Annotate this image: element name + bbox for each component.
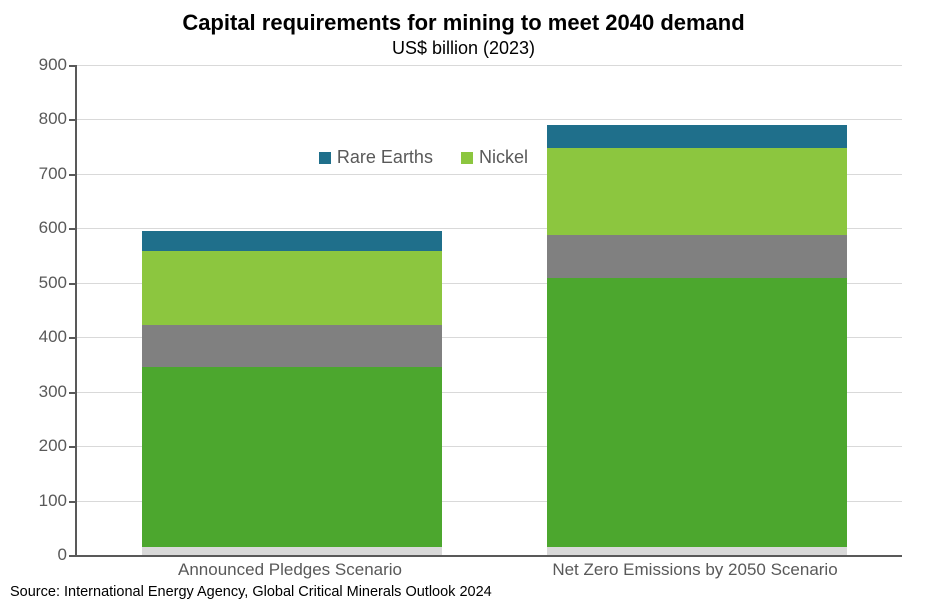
y-tick-label: 400 bbox=[17, 327, 67, 347]
bar-segment-rare-earths bbox=[547, 125, 847, 148]
legend-label: Nickel bbox=[479, 147, 528, 168]
gridline bbox=[77, 119, 902, 120]
y-tick-mark bbox=[69, 446, 75, 448]
y-tick-mark bbox=[69, 228, 75, 230]
bar-group bbox=[547, 125, 847, 555]
bar-segment-cobalt bbox=[142, 547, 442, 555]
y-tick-mark bbox=[69, 174, 75, 176]
legend-item-nickel: Nickel bbox=[461, 147, 528, 168]
y-tick-label: 0 bbox=[17, 545, 67, 565]
y-tick-mark bbox=[69, 65, 75, 67]
bar-segment-nickel bbox=[547, 148, 847, 235]
y-tick-mark bbox=[69, 283, 75, 285]
bar-group bbox=[142, 231, 442, 555]
bar-segment-copper bbox=[142, 367, 442, 547]
source-text: Source: International Energy Agency, Glo… bbox=[10, 584, 492, 600]
y-tick-mark bbox=[69, 501, 75, 503]
legend-swatch bbox=[319, 152, 331, 164]
y-tick-label: 100 bbox=[17, 491, 67, 511]
y-tick-mark bbox=[69, 119, 75, 121]
y-tick-mark bbox=[69, 555, 75, 557]
y-tick-label: 300 bbox=[17, 382, 67, 402]
legend-label: Rare Earths bbox=[337, 147, 433, 168]
y-tick-label: 800 bbox=[17, 109, 67, 129]
y-tick-label: 500 bbox=[17, 273, 67, 293]
bar-segment-nickel bbox=[142, 251, 442, 325]
gridline bbox=[77, 65, 902, 66]
bar-segment-lithium bbox=[142, 325, 442, 367]
x-category-label: Net Zero Emissions by 2050 Scenario bbox=[525, 560, 865, 580]
y-tick-label: 700 bbox=[17, 164, 67, 184]
x-category-label: Announced Pledges Scenario bbox=[120, 560, 460, 580]
chart-container: Capital requirements for mining to meet … bbox=[0, 0, 927, 606]
y-tick-mark bbox=[69, 392, 75, 394]
legend-swatch bbox=[461, 152, 473, 164]
bar-segment-copper bbox=[547, 278, 847, 546]
legend-item-rare-earths: Rare Earths bbox=[319, 147, 433, 168]
bar-segment-lithium bbox=[547, 235, 847, 279]
bar-segment-cobalt bbox=[547, 547, 847, 555]
bar-segment-rare-earths bbox=[142, 231, 442, 252]
y-tick-label: 200 bbox=[17, 436, 67, 456]
y-tick-label: 600 bbox=[17, 218, 67, 238]
chart-title: Capital requirements for mining to meet … bbox=[0, 10, 927, 36]
plot-area: Rare EarthsNickelLithiumCopperCobalt bbox=[75, 65, 902, 557]
y-tick-mark bbox=[69, 337, 75, 339]
chart-subtitle: US$ billion (2023) bbox=[0, 38, 927, 59]
y-tick-label: 900 bbox=[17, 55, 67, 75]
